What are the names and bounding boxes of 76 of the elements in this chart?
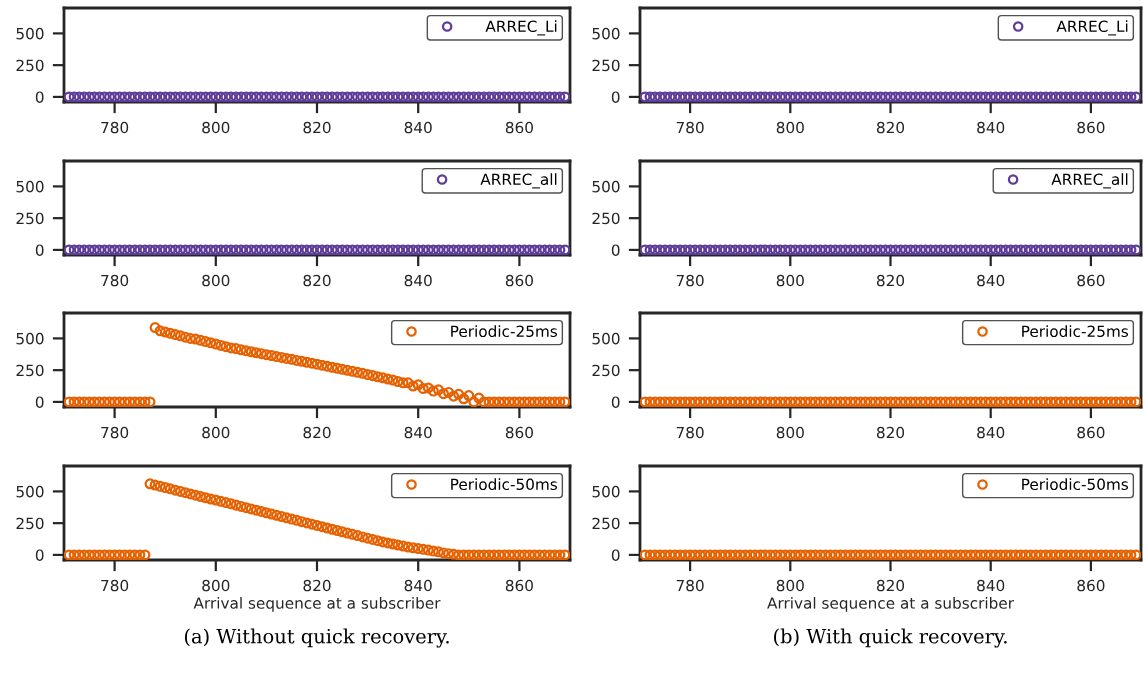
text: (a) Without quick recovery. bbox=[184, 628, 449, 648]
y-tick-label: 0 bbox=[35, 91, 44, 103]
y-tick-label: 250 bbox=[16, 517, 44, 530]
x-axis-title: Arrival sequence at a subscriber bbox=[193, 597, 441, 612]
y-tick-label: 0 bbox=[611, 244, 620, 256]
x-tick-label: 840 bbox=[404, 121, 432, 134]
x-tick-label: 860 bbox=[505, 426, 533, 439]
legend-label: Periodic-50ms bbox=[451, 478, 558, 491]
legend-label: Periodic-25ms bbox=[1022, 325, 1129, 338]
x-tick-label: 840 bbox=[977, 274, 1005, 287]
x-tick-label: 840 bbox=[977, 426, 1005, 439]
x-tick-label: 780 bbox=[676, 579, 704, 592]
x-tick-label: 820 bbox=[876, 579, 905, 592]
x-tick-label: 840 bbox=[404, 274, 432, 287]
y-tick-label: 0 bbox=[35, 549, 44, 561]
x-tick-label: 820 bbox=[303, 579, 331, 592]
x-tick-label: 820 bbox=[876, 274, 905, 287]
x-tick-label: 780 bbox=[676, 274, 704, 287]
y-tick-label: 500 bbox=[592, 332, 620, 345]
x-tick-label: 860 bbox=[1077, 274, 1105, 287]
y-tick-label: 250 bbox=[592, 59, 620, 72]
x-tick-label: 780 bbox=[101, 121, 129, 134]
y-tick-label: 250 bbox=[592, 212, 620, 225]
x-tick-label: 800 bbox=[776, 579, 804, 592]
text: (b) With quick recovery. bbox=[774, 628, 1007, 648]
x-tick-label: 780 bbox=[101, 274, 129, 287]
y-tick-label: 250 bbox=[16, 59, 44, 72]
y-tick-label: 0 bbox=[611, 549, 620, 561]
legend-label: ARREC_Li bbox=[1056, 20, 1128, 36]
x-tick-label: 860 bbox=[505, 274, 533, 287]
x-tick-label: 820 bbox=[876, 426, 905, 439]
x-tick-label: 860 bbox=[505, 121, 533, 134]
x-tick-label: 800 bbox=[202, 426, 230, 439]
y-tick-label: 500 bbox=[16, 180, 44, 193]
x-tick-label: 820 bbox=[303, 274, 331, 287]
y-tick-label: 500 bbox=[16, 27, 44, 40]
y-tick-label: 0 bbox=[35, 244, 44, 256]
x-tick-label: 800 bbox=[776, 426, 804, 439]
y-tick-label: 250 bbox=[592, 364, 620, 377]
legend-label: ARREC_Li bbox=[485, 20, 557, 36]
x-axis-title: Arrival sequence at a subscriber bbox=[767, 597, 1014, 612]
y-tick-label: 250 bbox=[592, 517, 620, 530]
legend-label: ARREC_all bbox=[1051, 173, 1128, 189]
x-tick-label: 860 bbox=[505, 579, 533, 592]
x-tick-label: 840 bbox=[977, 579, 1005, 592]
x-tick-label: 820 bbox=[303, 426, 331, 439]
x-tick-label: 860 bbox=[1077, 426, 1105, 439]
x-tick-label: 800 bbox=[202, 121, 230, 134]
legend-label: Periodic-25ms bbox=[451, 325, 558, 338]
x-tick-label: 800 bbox=[776, 121, 804, 134]
x-tick-label: 860 bbox=[1077, 579, 1105, 592]
x-tick-label: 840 bbox=[404, 579, 432, 592]
x-tick-label: 800 bbox=[776, 274, 804, 287]
y-tick-label: 0 bbox=[611, 91, 620, 103]
x-tick-label: 780 bbox=[676, 426, 704, 439]
y-tick-label: 0 bbox=[35, 396, 44, 408]
y-tick-label: 0 bbox=[611, 396, 620, 408]
x-tick-label: 800 bbox=[202, 274, 230, 287]
y-tick-label: 250 bbox=[16, 212, 44, 225]
legend-label: Periodic-50ms bbox=[1022, 478, 1129, 491]
y-tick-label: 500 bbox=[16, 332, 44, 345]
x-tick-label: 840 bbox=[404, 426, 432, 439]
x-tick-label: 780 bbox=[101, 579, 129, 592]
y-tick-label: 500 bbox=[16, 485, 44, 498]
x-tick-label: 820 bbox=[876, 121, 905, 134]
y-tick-label: 500 bbox=[592, 485, 620, 498]
x-tick-label: 860 bbox=[1077, 121, 1105, 134]
x-tick-label: 820 bbox=[303, 121, 331, 134]
y-tick-label: 500 bbox=[592, 180, 620, 193]
x-tick-label: 780 bbox=[676, 121, 704, 134]
x-tick-label: 800 bbox=[202, 579, 230, 592]
y-tick-label: 500 bbox=[592, 27, 620, 40]
y-tick-label: 250 bbox=[16, 364, 44, 377]
x-tick-label: 840 bbox=[977, 121, 1005, 134]
legend-label: ARREC_all bbox=[480, 173, 557, 189]
x-tick-label: 780 bbox=[101, 426, 129, 439]
